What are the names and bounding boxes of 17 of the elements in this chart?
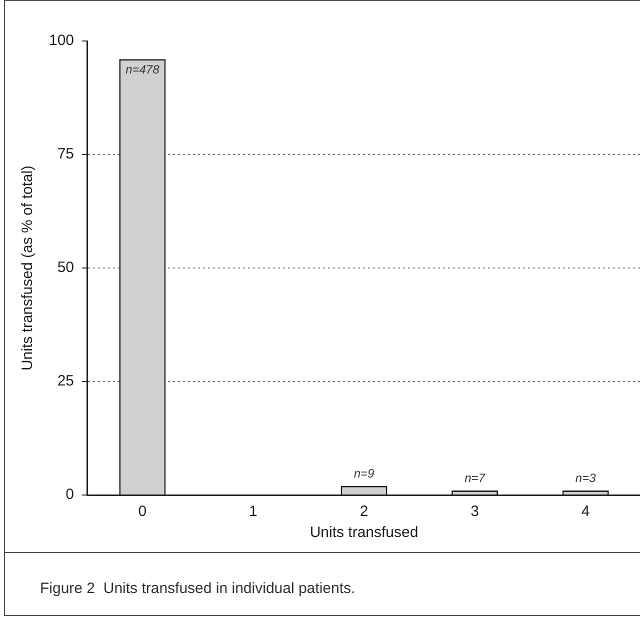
x-tick-label: 4 <box>581 503 590 520</box>
caption: Figure 2 Units transfused in individual patients. <box>40 580 356 597</box>
y-tick-label: 25 <box>57 372 74 390</box>
y-tick-label: 0 <box>66 486 74 504</box>
y-tick-label: 75 <box>57 146 74 163</box>
y-tick-label: 100 <box>48 32 74 50</box>
annotation: n=7 <box>464 470 486 485</box>
y-tick-label: 50 <box>57 259 74 276</box>
y-axis-title: Units transfused (as % of total) <box>19 165 36 371</box>
annotation: n=9 <box>354 466 375 480</box>
x-tick-label: 0 <box>138 503 147 520</box>
x-tick-label: 2 <box>360 503 368 520</box>
x-tick-label: 1 <box>249 503 258 520</box>
annotation: n=3 <box>575 470 596 485</box>
x-tick-label: 3 <box>470 503 479 520</box>
x-axis-title: Units transfused <box>310 524 418 542</box>
annotation: n=478 <box>126 62 160 77</box>
